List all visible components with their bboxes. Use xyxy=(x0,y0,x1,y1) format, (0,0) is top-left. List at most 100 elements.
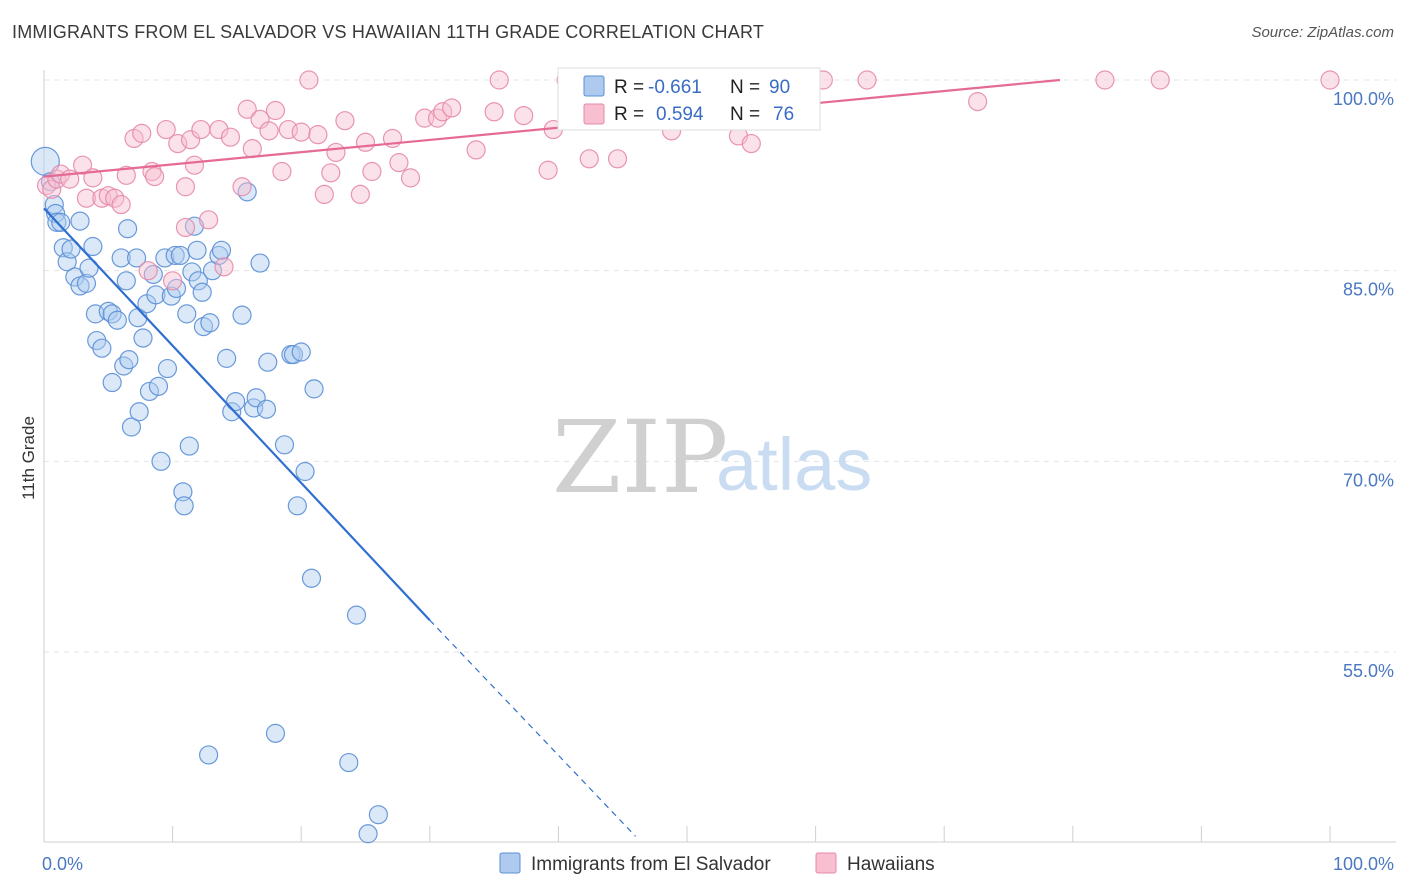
data-point-blue xyxy=(339,752,359,773)
data-point-pink xyxy=(191,119,211,140)
data-point-pink xyxy=(489,70,509,90)
data-point-pink xyxy=(741,133,761,154)
data-point-blue xyxy=(79,258,99,278)
data-point-pink xyxy=(220,127,241,147)
data-point-blue xyxy=(346,605,367,625)
trend-lines xyxy=(43,78,1061,837)
data-point-pink xyxy=(144,167,165,187)
data-point-pink xyxy=(168,133,188,154)
stats-r-label-1: R = xyxy=(614,77,644,98)
data-point-blue xyxy=(102,304,122,324)
data-point-blue xyxy=(188,271,208,291)
trend-line-pink xyxy=(43,78,1061,178)
data-point-blue xyxy=(237,182,257,202)
data-point-blue xyxy=(170,245,190,266)
data-point-blue xyxy=(283,344,304,365)
data-point-pink xyxy=(968,92,988,112)
stats-n-label-1: N = xyxy=(730,77,760,98)
chart-title: IMMIGRANTS FROM EL SALVADOR VS HAWAIIAN … xyxy=(12,22,765,42)
data-point-pink xyxy=(156,119,176,140)
data-point-pink xyxy=(265,100,286,121)
data-point-pink xyxy=(237,99,257,119)
data-point-blue xyxy=(51,212,71,232)
data-point-blue xyxy=(368,805,388,825)
data-point-pink xyxy=(163,271,183,291)
data-point-blue xyxy=(133,328,153,348)
data-point-blue xyxy=(217,348,237,368)
data-point-blue xyxy=(179,436,199,456)
trend-line-blue xyxy=(43,207,431,621)
data-point-pink xyxy=(579,149,599,169)
data-point-pink xyxy=(175,177,196,197)
data-point-pink xyxy=(72,155,93,175)
data-point-blue xyxy=(199,745,219,765)
data-point-pink xyxy=(538,160,558,180)
data-point-blue xyxy=(177,304,197,324)
data-point-blue xyxy=(256,399,277,419)
data-point-blue xyxy=(209,245,229,266)
axes xyxy=(43,70,1396,843)
data-point-pink xyxy=(42,179,62,199)
data-point-blue xyxy=(291,342,311,362)
y-tick-label: 55.0% xyxy=(1343,661,1394,681)
data-point-pink xyxy=(321,163,341,183)
y-tick-label: 100.0% xyxy=(1333,89,1394,109)
x-tick-labels: 0.0% 100.0% xyxy=(42,854,1394,874)
data-point-blue xyxy=(258,352,278,372)
data-point-pink xyxy=(514,105,534,126)
x-tick-label-min: 0.0% xyxy=(42,854,83,874)
data-point-pink xyxy=(299,70,319,90)
stats-n-label-2: N = xyxy=(730,104,760,125)
data-point-blue xyxy=(65,267,85,287)
stats-swatch-blue xyxy=(583,75,605,97)
data-point-pink xyxy=(335,111,355,131)
data-point-pink xyxy=(314,184,334,204)
data-point-blue xyxy=(61,239,81,259)
data-point-pink xyxy=(1095,70,1115,90)
data-point-blue xyxy=(83,236,103,257)
data-point-pink xyxy=(355,132,376,152)
data-point-blue xyxy=(274,435,295,455)
data-point-blue xyxy=(111,248,131,268)
data-point-blue xyxy=(76,273,97,293)
data-point-pink xyxy=(442,98,462,118)
data-point-pink xyxy=(362,161,382,182)
data-point-pink xyxy=(272,161,292,182)
stats-r-value-1: -0.661 xyxy=(648,77,702,98)
data-point-blue xyxy=(92,338,112,358)
data-point-blue xyxy=(287,496,307,516)
grid-lines xyxy=(44,79,1396,653)
data-point-blue xyxy=(107,310,127,330)
data-point-pink xyxy=(232,177,252,197)
trend-line-extension-blue xyxy=(429,619,636,837)
data-point-blue xyxy=(119,350,139,370)
data-point-blue xyxy=(174,496,194,516)
data-point-blue xyxy=(265,723,286,743)
legend-swatch-blue xyxy=(499,852,521,874)
data-point-blue xyxy=(121,417,142,437)
data-point-blue xyxy=(295,461,315,482)
stats-swatch-pink xyxy=(583,103,605,125)
watermark-zip: ZIP xyxy=(552,399,728,516)
legend-swatch-pink xyxy=(815,852,837,874)
stats-r-value-2: 0.594 xyxy=(656,104,704,125)
data-point-pink xyxy=(259,121,279,141)
x-tick-label-max: 100.0% xyxy=(1333,854,1394,874)
legend-label-hawaiians: Hawaiians xyxy=(847,854,935,875)
legend-label-el-salvador: Immigrants from El Salvador xyxy=(531,854,771,875)
watermark-atlas: atlas xyxy=(716,423,872,506)
stats-n-value-1: 90 xyxy=(769,77,790,98)
data-point-blue xyxy=(157,358,178,379)
data-point-blue xyxy=(211,240,232,260)
legend: Immigrants from El Salvador Hawaiians xyxy=(499,852,935,875)
data-point-blue xyxy=(187,240,207,260)
data-point-pink xyxy=(857,70,877,90)
data-point-blue xyxy=(222,402,242,422)
data-point-blue xyxy=(139,381,160,402)
stats-n-value-2: 76 xyxy=(773,104,794,125)
data-point-blue xyxy=(116,271,136,291)
data-point-blue xyxy=(57,252,77,272)
data-point-pink xyxy=(427,108,448,128)
data-point-pink xyxy=(175,217,196,238)
